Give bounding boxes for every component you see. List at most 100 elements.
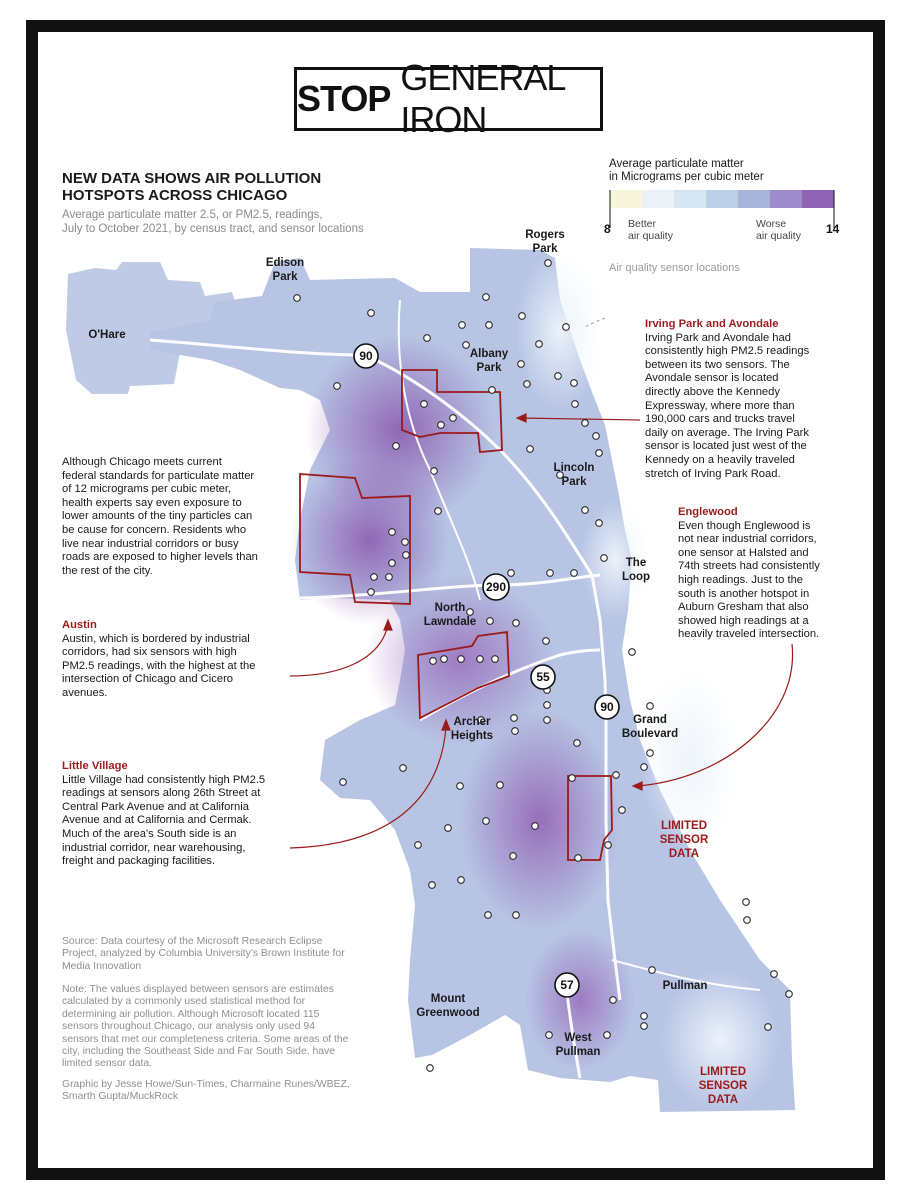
label-the-loop: The bbox=[626, 557, 646, 569]
little-village-callout-line bbox=[289, 726, 447, 849]
label-albany-park: Albany bbox=[470, 348, 509, 360]
sensor-dot bbox=[592, 432, 600, 440]
little-village-line: Much of the area's South side is an bbox=[62, 827, 237, 840]
shield-label: 90 bbox=[359, 349, 373, 363]
note-line: limited sensor data. bbox=[62, 1058, 153, 1070]
sensor-dot bbox=[507, 569, 515, 577]
label-limited-sensor-data-south: LIMITED bbox=[700, 1066, 746, 1078]
sensor-legend-pointer bbox=[582, 317, 606, 329]
englewood-callout: Englewood Even though Englewood is not n… bbox=[678, 506, 853, 642]
irving-line: directly above the Kennedy bbox=[645, 385, 780, 398]
englewood-line: Even though Englewood is bbox=[678, 519, 811, 532]
label-albany-park-2: Park bbox=[477, 362, 503, 374]
sensor-dot bbox=[570, 379, 578, 387]
subhead-line: Average particulate matter 2.5, or PM2.5… bbox=[62, 209, 323, 221]
sensor-dot bbox=[477, 716, 485, 724]
sensor-dot bbox=[449, 414, 457, 422]
sensor-dot bbox=[482, 293, 490, 301]
banner-rest: GENERAL IRON bbox=[400, 57, 565, 140]
little-village-line: freight and packaging facilities. bbox=[62, 855, 215, 868]
intro-line: be cause for concern. Residents who bbox=[62, 523, 247, 536]
englewood-line: south is another hotspot in bbox=[678, 587, 810, 600]
intro-line: federal standards for particulate matter bbox=[62, 469, 255, 482]
intro-line: roads are exposed to higher levels than bbox=[62, 551, 258, 564]
irving-line: stretch of Irving Park Road. bbox=[645, 467, 781, 480]
sensor-dot bbox=[462, 341, 470, 349]
sensor-dot bbox=[293, 294, 301, 302]
irving-line: Kennedy on a heavily traveled bbox=[645, 453, 795, 466]
sensor-dot bbox=[568, 774, 576, 782]
credit-line: Graphic by Jesse Howe/Sun-Times, Charmai… bbox=[62, 1079, 350, 1090]
sensor-dot bbox=[456, 782, 464, 790]
irving-callout-arrowhead bbox=[515, 413, 527, 423]
label-west-pullman-2: Pullman bbox=[556, 1046, 601, 1058]
sensor-dot bbox=[742, 898, 750, 906]
edens-branch bbox=[397, 299, 481, 601]
note-line: sensors throughout Chicago, our analysis… bbox=[62, 1021, 315, 1033]
label-lincoln-park: Lincoln bbox=[554, 462, 595, 474]
sensor-dot bbox=[402, 551, 410, 559]
legend-better-line: Better bbox=[628, 218, 657, 230]
sensor-locations bbox=[293, 259, 793, 1072]
label-limited-sensor-data-3: DATA bbox=[669, 848, 699, 860]
label-limited-sensor-data-2: SENSOR bbox=[660, 834, 709, 846]
irving-line: 190,000 cars and trucks travel bbox=[645, 413, 795, 426]
intro-line: the rest of the city. bbox=[62, 564, 153, 577]
label-north-lawndale-2: Lawndale bbox=[424, 616, 476, 628]
banner-bold: STOP bbox=[297, 78, 391, 119]
austin-line: PM2.5 readings, with the highest at the bbox=[62, 659, 256, 672]
label-grand-boulevard-2: Boulevard bbox=[622, 728, 678, 740]
little-village-line: readings at sensors along 26th Street at bbox=[62, 787, 261, 800]
sensor-dot bbox=[545, 1031, 553, 1039]
sensor-dot bbox=[388, 559, 396, 567]
sensor-dot bbox=[640, 763, 648, 771]
highway-shield-90-north: 90 bbox=[353, 343, 379, 369]
shield-label: 57 bbox=[560, 978, 574, 992]
sensor-dot bbox=[570, 569, 578, 577]
callout-arrows bbox=[289, 413, 794, 849]
sensor-dot bbox=[743, 916, 751, 924]
sensor-dot bbox=[485, 321, 493, 329]
englewood-line: heavily traveled intersection. bbox=[678, 628, 820, 641]
sensor-dot bbox=[430, 467, 438, 475]
little-village-line: Little Village had consistently high PM2… bbox=[62, 773, 266, 786]
intro-line: health experts say even exposure to bbox=[62, 496, 242, 509]
austin-title: Austin bbox=[62, 619, 97, 631]
sensor-dot bbox=[399, 764, 407, 772]
sensor-dot bbox=[440, 655, 448, 663]
label-mount-greenwood: Mount bbox=[431, 993, 466, 1005]
subhead-line: July to October 2021, by census tract, a… bbox=[62, 223, 364, 235]
sensor-dot bbox=[603, 1031, 611, 1039]
label-archer-heights-2: Heights bbox=[451, 730, 493, 742]
sensor-dot bbox=[609, 996, 617, 1004]
sensor-dot bbox=[764, 1023, 772, 1031]
sensor-dot bbox=[604, 841, 612, 849]
little-village-title: Little Village bbox=[62, 760, 128, 772]
lakefront-north-shade bbox=[515, 250, 605, 410]
intro-line: live near industrial corridors or busy bbox=[62, 537, 239, 550]
credit-note: Graphic by Jesse Howe/Sun-Times, Charmai… bbox=[62, 1079, 402, 1104]
stop-general-iron-banner: STOP GENERAL IRON bbox=[294, 57, 603, 140]
little-village-callout-arrowhead bbox=[441, 718, 451, 731]
note-line: calculated by a commonly used statistica… bbox=[62, 996, 306, 1008]
note-line: sensors that met our completeness criter… bbox=[62, 1033, 349, 1045]
sensor-dot bbox=[476, 655, 484, 663]
kennedy-dan-ryan-expressway bbox=[149, 338, 622, 1001]
irving-line: Irving Park and Avondale had bbox=[645, 331, 791, 344]
legend-better-line: air quality bbox=[628, 230, 673, 242]
sensor-locations-legend: Air quality sensor locations bbox=[609, 262, 740, 274]
irving-line: consistently high PM2.5 readings bbox=[645, 345, 810, 358]
austin-line: avenues. bbox=[62, 686, 108, 699]
sensor-dot bbox=[333, 382, 341, 390]
label-limited-sensor-data-south-2: SENSOR bbox=[699, 1080, 748, 1092]
irving-avondale-callout: Irving Park and Avondale Irving Park and… bbox=[645, 318, 845, 481]
irving-line: between its two sensors. The bbox=[645, 358, 790, 371]
sensor-dot bbox=[543, 716, 551, 724]
sensor-dot bbox=[510, 714, 518, 722]
sensor-dot bbox=[511, 727, 519, 735]
shield-label: 90 bbox=[600, 700, 614, 714]
sensor-dot bbox=[457, 655, 465, 663]
headline-line: NEW DATA SHOWS AIR POLLUTION bbox=[62, 170, 322, 187]
sensor-dot bbox=[367, 309, 375, 317]
